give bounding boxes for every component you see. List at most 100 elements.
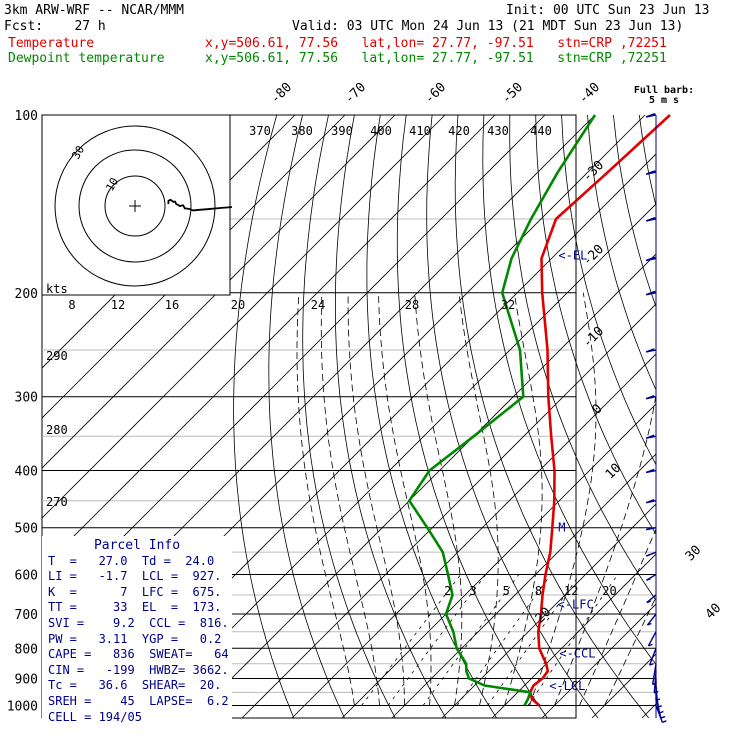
barb-flag [647,396,652,400]
dry-adiabats [233,115,740,718]
parcel-row-tc-shear: Tc = 36.6 SHEAR= 20. [48,678,222,693]
speed-tick-label: 24 [311,298,325,312]
init-time: Init: 00 UTC Sun 23 Jun 13 [506,3,710,18]
dry-adiabat-line [233,115,295,718]
speed-tick-label: 12 [111,298,125,312]
hodograph-ring [104,175,166,237]
pressure-tick-label: 100 [15,109,38,124]
pressure-tick-label: 500 [15,522,38,537]
moist-adiabat-line [579,527,656,706]
barb-flag [647,170,656,175]
dry-adiabat-line [535,115,656,535]
dry-adiabat-line [665,115,740,718]
theta-label: 390 [331,124,353,138]
pressure-tick-label: 400 [15,465,38,480]
isotherm-line [491,553,656,718]
isotherm-line [241,303,656,718]
wind-barb [655,705,667,723]
wind-barb [645,113,657,118]
hodograph-ring [78,149,192,263]
mixing-ratio-line [361,574,462,706]
speed-tick-label: 20 [231,298,245,312]
isotherm-label: -40 [576,80,603,107]
isotherm-label: -80 [268,80,295,107]
isotherm-label: 10 [603,461,625,483]
barb-shaft [648,648,657,666]
annotation-label: <-LFC [558,598,594,612]
parcel-info-panel: Parcel Info T = 27.0 Td = 24.0 LI = -1.7… [42,536,232,732]
barb-shaft [653,671,657,693]
barb-flag [647,349,652,353]
wind-barb [645,551,657,557]
barb-flag [646,600,651,604]
wind-barb [653,671,659,694]
moist-adiabat-line [554,392,656,706]
moist-adiabat-line [378,292,432,706]
moist-adiabats [296,292,656,706]
isotherm-label: -60 [422,80,449,107]
hodograph: 30 10 kts [41,114,233,296]
annotation-label: <-EL [558,249,587,263]
barb-flag [647,290,656,296]
wind-barb [645,468,657,474]
barb-flag [655,698,661,702]
dry-adiabat-line [717,115,740,718]
speed-tick-label: 28 [405,298,419,312]
isotherm-label: 20 [533,605,555,627]
barb-flag [649,662,654,666]
wind-barb [645,394,657,400]
theta-label: 440 [530,124,552,138]
wind-barb [645,256,657,262]
wind-barb [646,573,657,581]
forecast-hour: Fcst: 27 h [4,19,106,34]
wind-barb [651,663,657,686]
pressure-tick-label: 200 [15,287,38,302]
dry-adiabat-line [302,115,396,718]
theta-label: 380 [291,124,313,138]
dewpoint-legend-info: x,y=506.61, 77.56 lat,lon= 27.77, -97.51… [205,51,667,66]
barb-flag [645,434,655,439]
dry-adiabat-line [335,115,447,718]
moist-adiabat-line [604,596,656,706]
dry-adiabat-line [268,115,345,718]
dry-adiabat-line [561,115,656,466]
barb-flag [652,682,657,686]
isotherm-line [341,403,656,718]
isotherm-label: 40 [703,601,725,623]
dry-adiabat-line [426,115,599,718]
barb-flag [647,113,656,118]
barb-flag [660,715,666,719]
hodograph-trace [167,198,233,212]
isotherm-line [191,253,656,718]
isotherm-line [591,653,656,718]
barb-flag [647,622,652,626]
dry-adiabat-line [587,115,656,391]
hodograph-ring [54,125,216,287]
isotherm-label: -70 [342,80,369,107]
wind-barb [646,594,657,604]
wind-barb [655,685,662,708]
barb-flag [646,578,651,581]
barb-header: Full barb: [634,85,694,96]
speed-tick-label: 8 [68,298,75,312]
hodograph-frame [41,114,231,296]
mixing-ratio-label: 8 [535,584,542,598]
pressure-tick-label: 600 [15,568,38,583]
barb-flag [645,498,655,504]
hodograph-ring-label: 10 [103,176,121,194]
barb-flag [659,710,664,714]
moist-adiabat-line [320,292,380,706]
wind-barb [647,631,657,647]
parcel-row-k-lfc: K = 7 LFC = 675. [48,584,222,599]
dry-adiabat-line [366,115,497,718]
valid-time: Valid: 03 UTC Mon 24 Jun 13 (21 MDT Sun … [292,19,684,34]
theta-e-label: 270 [46,495,68,509]
parcel-info-title: Parcel Info [93,538,181,553]
theta-label: 400 [370,124,392,138]
mixing-ratio-label: 3 [469,584,476,598]
temperature-legend-label: Temperature [8,36,95,51]
sounding-curves [408,114,671,707]
isotherm-label: 30 [683,543,705,565]
isotherm-label: -50 [499,80,526,107]
